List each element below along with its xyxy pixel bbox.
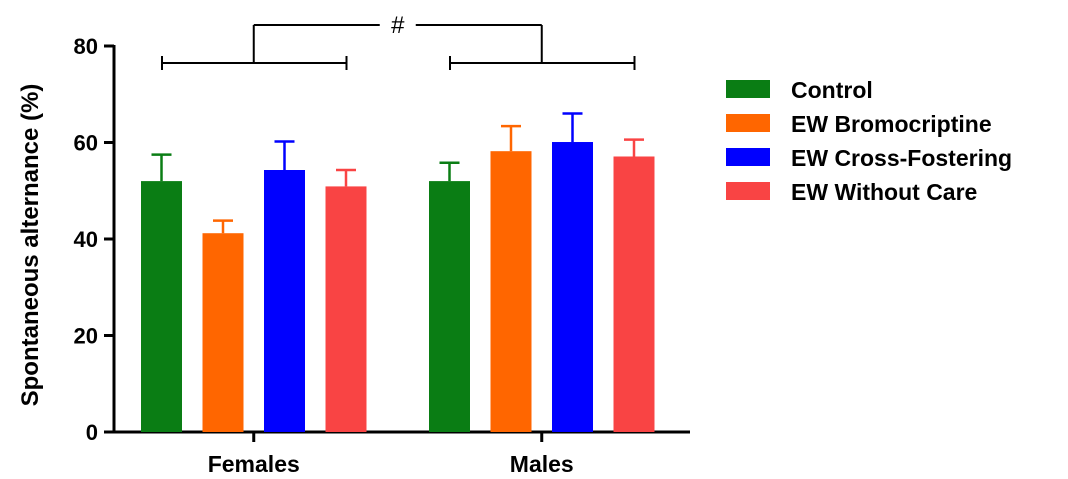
y-axis: 0 20 40 60 80 — [74, 34, 116, 445]
bar — [613, 156, 655, 432]
legend-swatch — [726, 80, 770, 98]
significance-label: # — [391, 12, 405, 39]
bar — [264, 170, 305, 432]
y-tick-label: 60 — [74, 131, 98, 156]
bar — [490, 151, 532, 432]
error-bars-group — [151, 112, 644, 234]
x-category-label: Females — [208, 451, 300, 477]
bar — [552, 142, 593, 432]
significance-brackets — [161, 24, 636, 70]
legend-label: EW Without Care — [791, 179, 977, 205]
legend-label: EW Cross-Fostering — [791, 145, 1012, 171]
x-axis: Females Males — [113, 430, 690, 477]
bar — [325, 186, 367, 432]
legend-swatch — [726, 182, 770, 200]
y-tick-label: 40 — [74, 227, 98, 252]
legend-label: Control — [791, 77, 873, 103]
x-category-label: Males — [510, 451, 574, 477]
y-tick-label: 20 — [74, 324, 98, 349]
bars-group — [141, 142, 655, 432]
y-axis-title: Spontaneous alternance (%) — [17, 84, 44, 407]
legend-swatch — [726, 114, 770, 132]
bar — [141, 181, 182, 432]
y-tick-label: 80 — [74, 34, 98, 59]
bar — [429, 181, 470, 432]
legend-swatch — [726, 148, 770, 166]
y-tick-label: 0 — [86, 420, 98, 445]
legend: Control EW Bromocriptine EW Cross-Fosterin… — [726, 77, 1012, 205]
bar — [202, 233, 244, 432]
legend-label: EW Bromocriptine — [791, 111, 992, 137]
